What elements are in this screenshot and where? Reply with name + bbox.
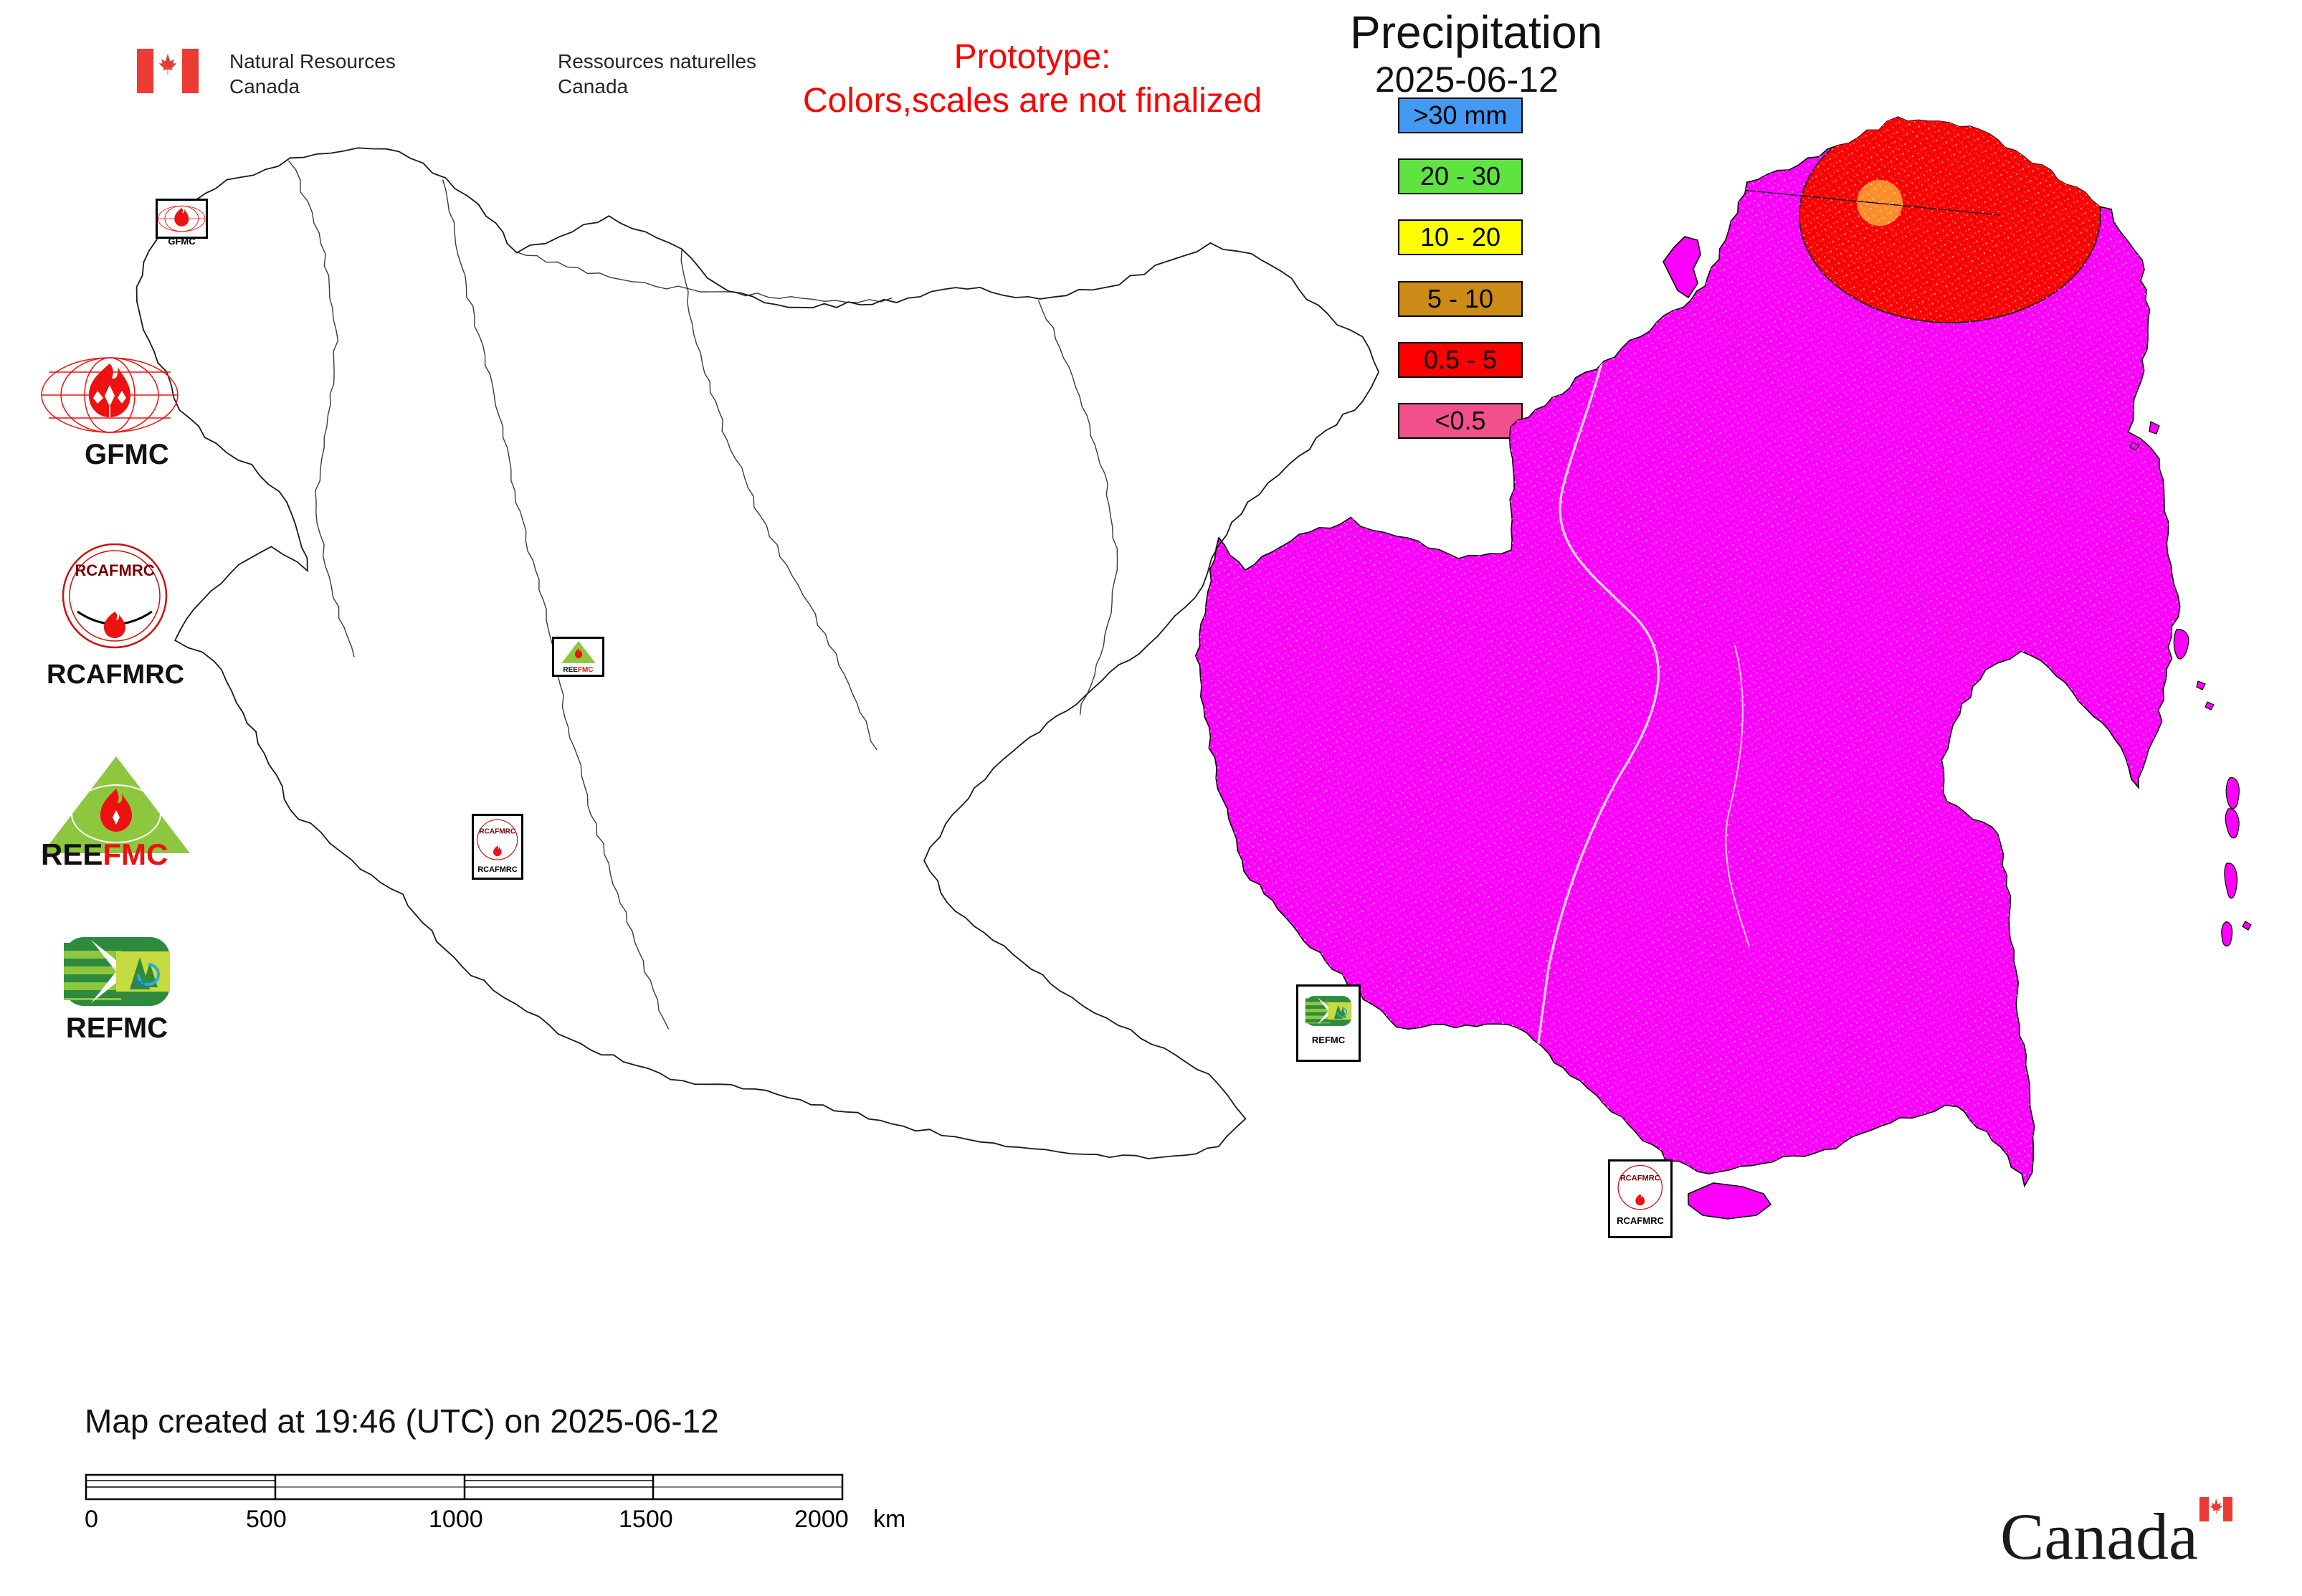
svg-text:RCAFMRC: RCAFMRC <box>75 561 154 579</box>
svg-text:1000: 1000 <box>429 1506 483 1533</box>
svg-text:0: 0 <box>85 1506 98 1533</box>
svg-text:ИЛ: ИЛ <box>132 979 145 989</box>
svg-text:RCAFMRC: RCAFMRC <box>1620 1174 1660 1182</box>
svg-text:2000: 2000 <box>794 1506 849 1533</box>
svg-text:km: km <box>873 1506 905 1533</box>
svg-text:RCAFMRC: RCAFMRC <box>479 827 515 835</box>
svg-text:500: 500 <box>246 1506 287 1533</box>
svg-text:1500: 1500 <box>619 1506 673 1533</box>
